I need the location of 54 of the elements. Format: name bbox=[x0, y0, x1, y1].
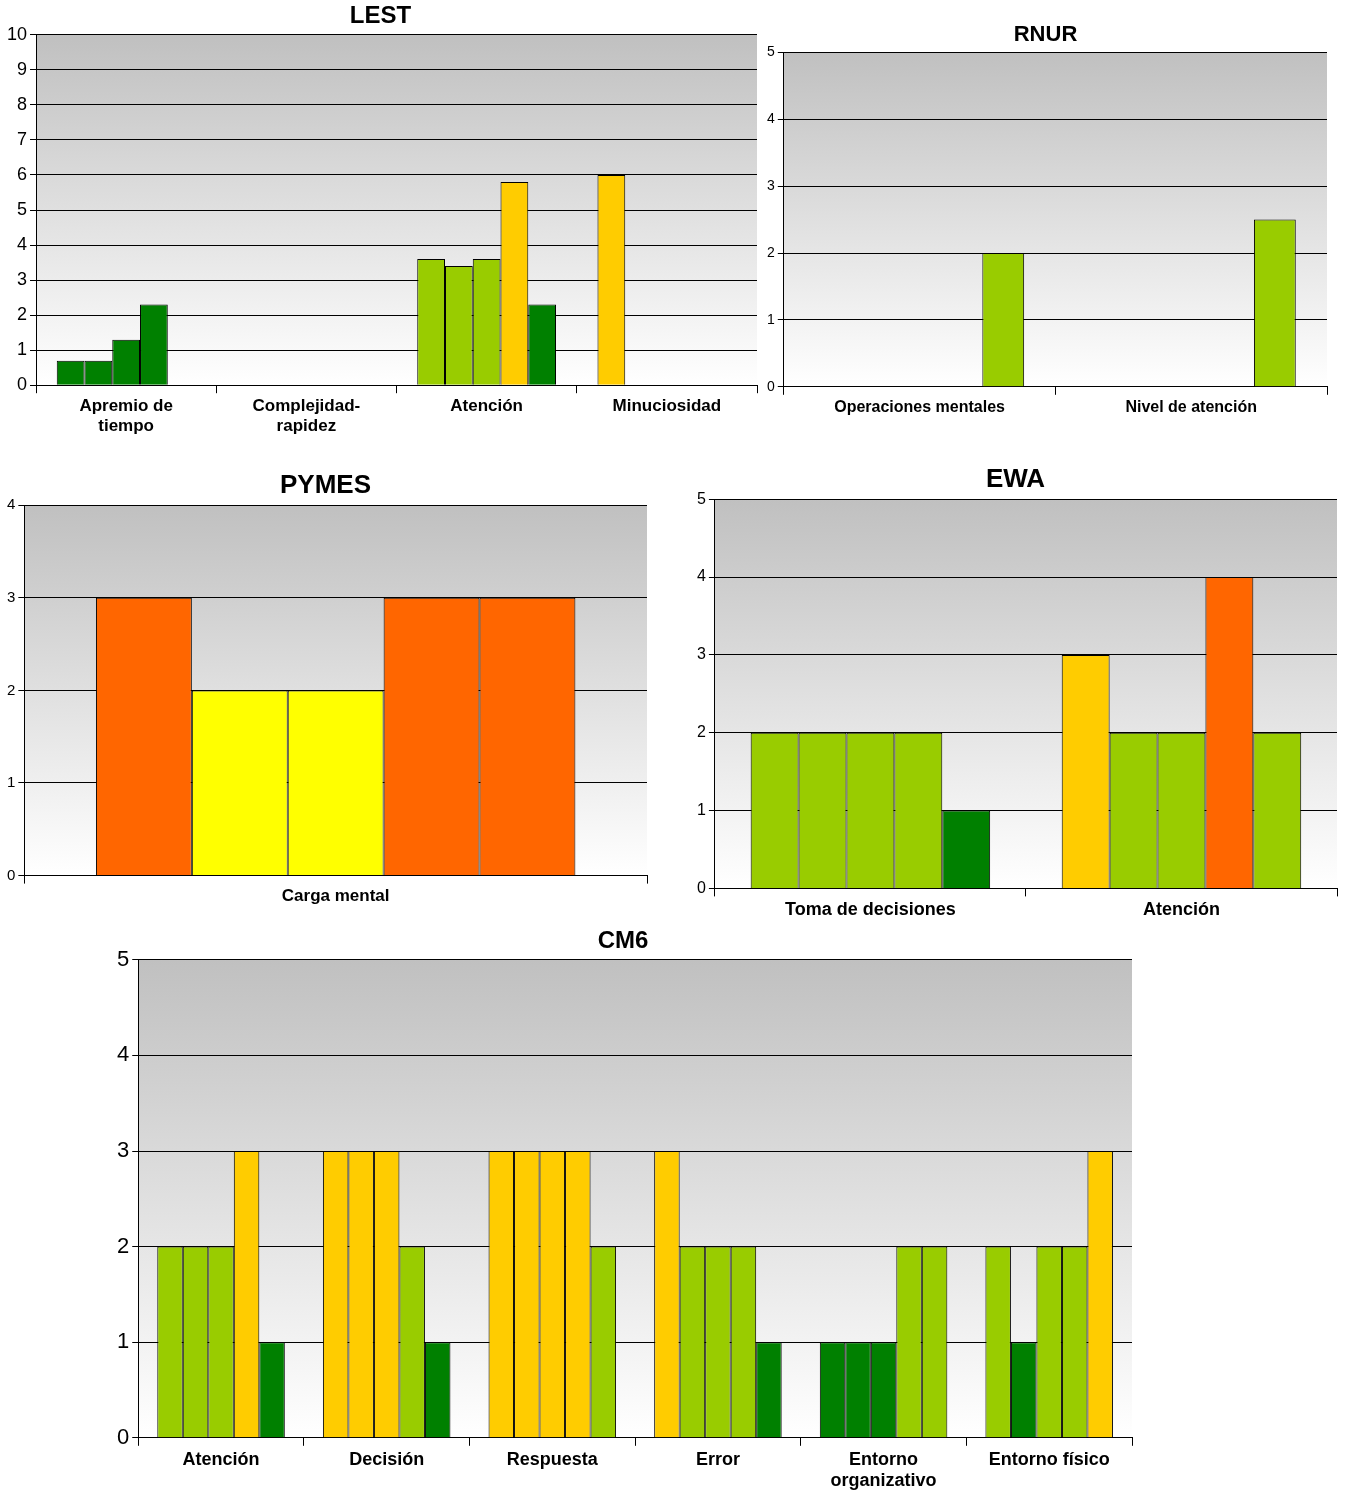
chart-title: LEST bbox=[349, 1, 412, 29]
y-tick-label: 1 bbox=[116, 1328, 130, 1354]
y-tick-label: 0 bbox=[17, 374, 28, 395]
x-tick-label: Nivel de atención bbox=[1125, 397, 1257, 415]
y-tick-label: 4 bbox=[7, 495, 16, 513]
y-tick-label: 5 bbox=[766, 43, 775, 60]
x-tick-label: Error bbox=[695, 1448, 740, 1469]
y-tick-label: 6 bbox=[17, 163, 28, 184]
y-tick-label: 0 bbox=[7, 865, 16, 883]
y-tick-label: 5 bbox=[17, 198, 28, 219]
y-tick-label: 2 bbox=[766, 243, 775, 260]
y-tick-label: 10 bbox=[6, 23, 28, 44]
x-tick-label: Carga mental bbox=[281, 886, 390, 906]
x-tick-label: Operaciones mentales bbox=[834, 397, 1006, 415]
x-tick-label: Atención bbox=[1142, 899, 1220, 920]
y-tick-label: 5 bbox=[116, 945, 130, 971]
y-tick-label: 2 bbox=[696, 723, 706, 741]
x-tick-label: Respuesta bbox=[506, 1448, 599, 1469]
y-tick-label: 3 bbox=[696, 645, 706, 663]
x-tick-label: Complejidad-rapidez bbox=[252, 396, 361, 436]
y-tick-label: 1 bbox=[7, 773, 16, 791]
y-tick-label: 0 bbox=[696, 878, 706, 896]
y-tick-label: 4 bbox=[116, 1041, 130, 1067]
x-tick-label: Toma de decisiones bbox=[785, 899, 956, 920]
y-tick-label: 4 bbox=[766, 110, 775, 127]
chart-title: EWA bbox=[985, 462, 1046, 493]
y-tick-label: 9 bbox=[17, 58, 28, 79]
chart-title: RNUR bbox=[1013, 21, 1078, 47]
y-tick-label: 0 bbox=[116, 1423, 130, 1449]
chart-title: CM6 bbox=[597, 926, 649, 954]
y-tick-label: 2 bbox=[17, 304, 28, 325]
y-tick-label: 4 bbox=[17, 234, 28, 255]
x-tick-label: Atención bbox=[450, 396, 523, 416]
y-tick-label: 2 bbox=[116, 1232, 130, 1258]
chart-title: PYMES bbox=[279, 468, 372, 499]
y-tick-label: 0 bbox=[766, 377, 775, 394]
y-tick-label: 3 bbox=[7, 587, 16, 605]
y-tick-label: 3 bbox=[116, 1137, 130, 1163]
y-tick-label: 8 bbox=[17, 93, 28, 114]
y-tick-label: 1 bbox=[17, 339, 28, 360]
x-tick-label: Entorno organizativo bbox=[830, 1448, 937, 1491]
x-tick-label: Entorno físico bbox=[988, 1448, 1110, 1469]
x-tick-label: Minuciosidad bbox=[612, 396, 722, 416]
y-tick-label: 3 bbox=[17, 269, 28, 290]
y-tick-label: 1 bbox=[696, 800, 706, 818]
y-tick-label: 4 bbox=[696, 567, 706, 585]
y-tick-label: 2 bbox=[7, 680, 16, 698]
y-tick-label: 7 bbox=[17, 128, 28, 149]
x-tick-label: Atención bbox=[182, 1448, 260, 1469]
y-tick-label: 1 bbox=[766, 310, 775, 327]
x-tick-label: Decisión bbox=[349, 1448, 425, 1469]
y-tick-label: 5 bbox=[696, 489, 706, 507]
y-tick-label: 3 bbox=[766, 177, 775, 194]
x-tick-label: Apremio de tiempo bbox=[79, 396, 173, 436]
